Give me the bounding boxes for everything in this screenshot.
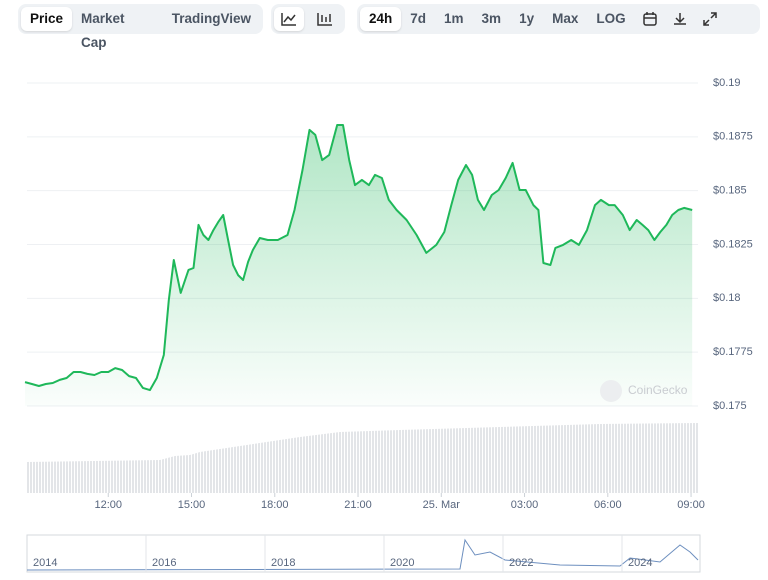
calendar-icon[interactable] xyxy=(635,7,665,31)
navigator-year: 2016 xyxy=(152,557,176,569)
navigator xyxy=(26,534,701,573)
range-group: 24h 7d 1m 3m 1y Max LOG xyxy=(357,4,760,34)
range[interactable]: 3m xyxy=(481,11,502,26)
x-tick-label: 12:00 xyxy=(94,499,122,511)
candle-icon[interactable] xyxy=(310,7,340,31)
x-tick-label: 25. Mar xyxy=(423,499,461,511)
tab[interactable]: TradingView xyxy=(171,11,251,26)
tab-group: Price Market Cap TradingView xyxy=(18,4,263,50)
range[interactable]: 7d xyxy=(410,11,427,26)
navigator-year: 2022 xyxy=(509,557,533,569)
y-tick-label: $0.185 xyxy=(713,185,747,197)
y-tick-label: $0.175 xyxy=(713,400,747,412)
navigator-year: 2014 xyxy=(33,557,57,569)
y-tick-label: $0.1825 xyxy=(713,238,753,250)
range[interactable]: LOG xyxy=(596,11,626,26)
y-tick-label: $0.18 xyxy=(713,292,741,304)
volume-bars xyxy=(27,423,698,493)
tab[interactable]: Price xyxy=(21,7,73,31)
y-tick-label: $0.1875 xyxy=(713,131,753,143)
x-tick-label: 09:00 xyxy=(677,499,705,511)
navigator-year: 2018 xyxy=(271,557,295,569)
range[interactable]: 24h xyxy=(360,7,402,31)
area-fill xyxy=(25,125,693,406)
x-tick-label: 06:00 xyxy=(594,499,622,511)
y-tick-label: $0.1775 xyxy=(713,346,753,358)
price-line xyxy=(24,124,693,392)
x-tick-label: 03:00 xyxy=(511,499,539,511)
y-tick-label: $0.19 xyxy=(713,77,741,89)
x-tick-label: 15:00 xyxy=(178,499,206,511)
x-tick-label: 18:00 xyxy=(261,499,289,511)
chart-style-group xyxy=(271,4,345,34)
line-icon[interactable] xyxy=(274,7,304,31)
fullscreen-icon[interactable] xyxy=(695,7,725,31)
tab[interactable]: Market Cap xyxy=(81,11,125,50)
range[interactable]: 1m xyxy=(444,11,464,26)
watermark: CoinGecko xyxy=(628,383,688,397)
logo xyxy=(600,380,622,402)
navigator-year: 2020 xyxy=(390,557,414,569)
download-icon[interactable] xyxy=(665,7,695,31)
range[interactable]: Max xyxy=(552,11,579,26)
x-tick-label: 21:00 xyxy=(344,499,372,511)
navigator-line xyxy=(26,538,699,571)
range[interactable]: 1y xyxy=(519,11,535,26)
navigator-year: 2024 xyxy=(628,557,652,569)
